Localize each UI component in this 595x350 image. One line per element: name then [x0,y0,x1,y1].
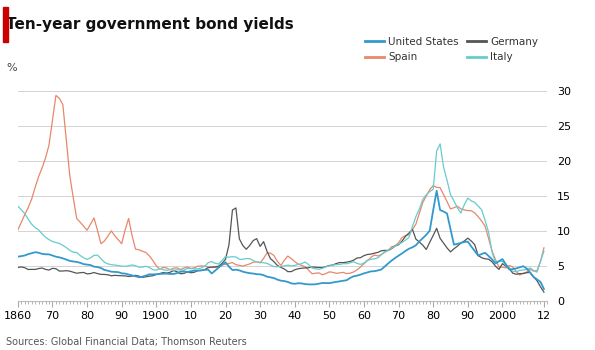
Text: Sources: Global Financial Data; Thomson Reuters: Sources: Global Financial Data; Thomson … [6,336,247,346]
Text: Ten-year government bond yields: Ten-year government bond yields [6,18,294,33]
Legend: United States, Spain, Germany, Italy: United States, Spain, Germany, Italy [361,33,542,66]
Text: %: % [6,63,17,73]
